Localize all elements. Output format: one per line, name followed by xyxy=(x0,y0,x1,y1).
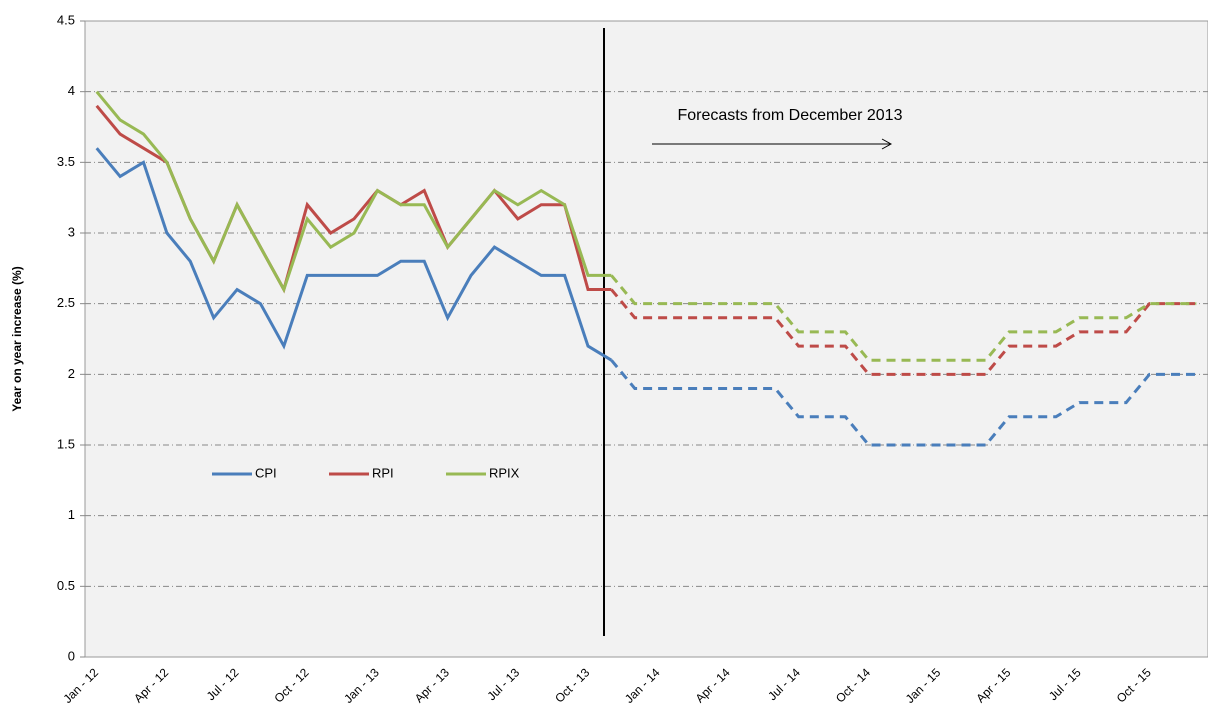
forecast-line xyxy=(610,359,1197,447)
x-tick-label: Oct - 14 xyxy=(833,665,873,705)
legend-label: CPI xyxy=(255,465,277,480)
legend-label: RPIX xyxy=(489,465,520,480)
y-tick-label: 4.5 xyxy=(57,12,75,27)
x-tick-label: Apr - 15 xyxy=(973,665,1013,705)
y-tick-label: 2 xyxy=(68,366,75,381)
x-tick-label: Jan - 15 xyxy=(903,665,944,706)
forecast-line xyxy=(610,288,1197,376)
x-tick-label: Oct - 13 xyxy=(552,665,592,705)
y-tick-label: 4 xyxy=(68,83,75,98)
annotation: Forecasts from December 2013 xyxy=(678,107,903,124)
series-line xyxy=(95,90,612,294)
x-tick-label: Oct - 12 xyxy=(272,665,312,705)
x-tick-label: Jan - 13 xyxy=(341,665,382,706)
x-tick-label: Jan - 12 xyxy=(61,665,102,706)
x-tick-label: Apr - 13 xyxy=(412,665,452,705)
x-tick-label: Jul - 13 xyxy=(484,665,522,703)
y-axis-title: Year on year increase (%) xyxy=(10,266,24,411)
arrow-head xyxy=(881,138,893,150)
x-tick-label: Jul - 15 xyxy=(1046,665,1084,703)
y-tick-label: 0.5 xyxy=(57,578,75,593)
y-tick-label: 2.5 xyxy=(57,295,75,310)
x-tick-label: Jul - 12 xyxy=(204,665,242,703)
y-tick-label: 3.5 xyxy=(57,154,75,169)
y-tick-label: 1.5 xyxy=(57,436,75,451)
legend-label: RPI xyxy=(372,465,394,480)
y-tick-label: 0 xyxy=(68,648,75,663)
x-tick-label: Apr - 14 xyxy=(693,665,733,705)
y-tick-label: 1 xyxy=(68,507,75,522)
x-tick-label: Jan - 14 xyxy=(622,665,663,706)
plot-area xyxy=(84,20,1208,658)
forecast-line xyxy=(610,274,1197,362)
x-tick-label: Oct - 15 xyxy=(1114,665,1154,705)
x-tick-label: Apr - 12 xyxy=(131,665,171,705)
x-tick-label: Jul - 14 xyxy=(765,665,803,703)
series-line xyxy=(95,147,613,362)
y-tick-label: 3 xyxy=(68,224,75,239)
